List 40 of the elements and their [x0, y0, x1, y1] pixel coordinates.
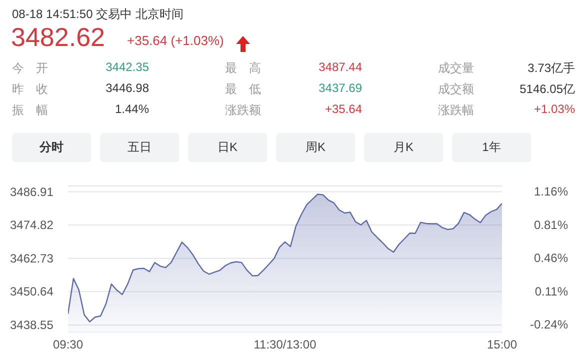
- text: 日K: [188, 133, 267, 162]
- text: 涨跌额: [225, 102, 261, 119]
- text: 成交额: [438, 81, 474, 98]
- y-tick-label: 3450.64: [10, 284, 54, 299]
- text: 涨跌幅: [438, 102, 474, 119]
- text: 1年: [452, 133, 531, 162]
- x-tick-label: 15:00: [486, 338, 518, 352]
- text: 五日: [100, 133, 179, 162]
- y2-tick-label: 0.11%: [534, 284, 568, 298]
- x-tick-label: 09:30: [52, 338, 84, 352]
- text: 3437.69: [318, 81, 362, 95]
- text: 昨 收: [12, 81, 48, 98]
- text: +35.64 (+1.03%): [127, 33, 224, 48]
- text: 今 开: [12, 60, 48, 77]
- y-tick-label: 3486.91: [10, 184, 54, 199]
- text: +35.64: [324, 102, 362, 116]
- chart-subtitle: 3482.62: [11, 22, 105, 52]
- text: 分时: [12, 133, 91, 162]
- text: 振 幅: [12, 102, 48, 119]
- text: 3442.35: [104, 60, 149, 74]
- y2-tick-label: 0.46%: [534, 251, 568, 266]
- text: 最 低: [225, 81, 261, 98]
- text: 3.73亿手: [526, 60, 575, 77]
- x-tick-label: 11:30/13:00: [254, 338, 317, 352]
- text: 3446.98: [104, 81, 149, 95]
- text: 周K: [276, 133, 355, 162]
- y2-tick-label: 1.16%: [534, 184, 568, 199]
- y2-tick-label: 0.81%: [534, 218, 568, 232]
- text: 1.44%: [114, 102, 149, 116]
- text: 3487.44: [318, 60, 362, 74]
- y-tick-label: 3438.55: [10, 318, 54, 332]
- chart-title: 08-18 14:51:50 交易中 北京时间: [12, 6, 184, 23]
- y2-tick-label: -0.24%: [530, 318, 568, 332]
- text: 月K: [364, 133, 443, 162]
- text: +1.03%: [532, 102, 575, 116]
- text: 最 高: [225, 60, 261, 77]
- y-tick-label: 3474.82: [10, 218, 54, 232]
- text: 成交量: [438, 60, 474, 77]
- text: 5146.05亿: [518, 81, 575, 98]
- y-tick-label: 3462.73: [10, 251, 54, 266]
